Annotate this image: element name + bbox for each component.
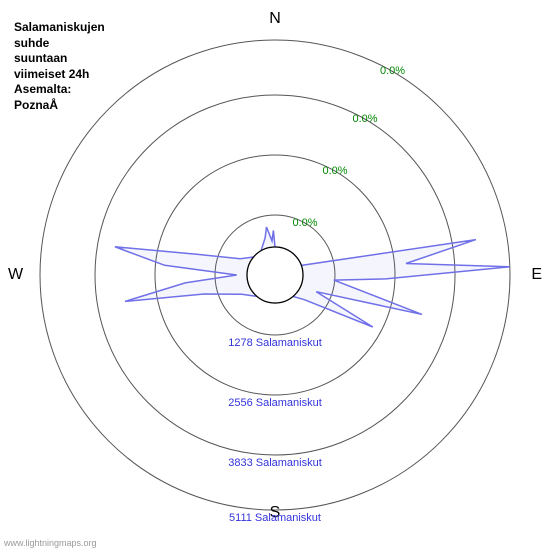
ring-label: 3833 Salamaniskut [228, 457, 322, 469]
compass-w: W [8, 266, 23, 284]
chart-title: Salamaniskujen suhde suuntaan viimeiset … [14, 20, 105, 114]
ring-label: 1278 Salamaniskut [228, 337, 322, 349]
compass-e: E [531, 266, 542, 284]
ring-label: 2556 Salamaniskut [228, 397, 322, 409]
pct-label: 0.0% [380, 65, 405, 77]
footer-credit: www.lightningmaps.org [4, 538, 97, 548]
pct-label: 0.0% [292, 217, 317, 229]
compass-n: N [269, 10, 281, 28]
pct-label: 0.0% [352, 113, 377, 125]
ring-label: 5111 Salamaniskut [229, 512, 321, 524]
pct-label: 0.0% [322, 165, 347, 177]
